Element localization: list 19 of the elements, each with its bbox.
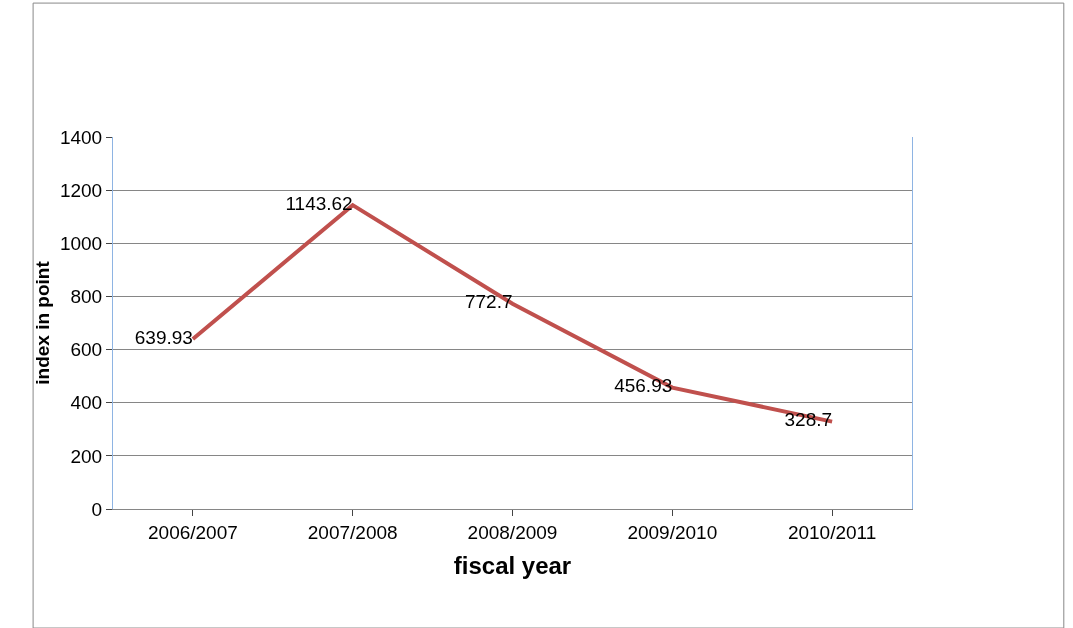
data-label: 1143.62 [285, 192, 353, 214]
y-tick-label: 600 [70, 339, 103, 361]
x-axis-title: fiscal year [453, 552, 572, 580]
y-tick-label: 1400 [59, 126, 103, 148]
data-label: 772.7 [464, 291, 513, 313]
x-tick-label: 2009/2010 [627, 521, 718, 543]
y-tick-label: 400 [70, 392, 103, 414]
x-tick-label: 2008/2009 [467, 521, 558, 543]
y-tick-label: 800 [70, 286, 103, 308]
y-tick-label: 200 [70, 445, 103, 467]
y-axis-title: index in point [31, 260, 53, 385]
x-tick-label: 2007/2008 [307, 521, 398, 543]
y-tick-label: 1000 [59, 232, 103, 254]
y-tick-label: 0 [91, 498, 103, 520]
y-tick-label: 1200 [59, 179, 103, 201]
x-tick-label: 2006/2007 [147, 521, 238, 543]
data-label: 639.93 [134, 326, 193, 348]
x-tick-label: 2010/2011 [787, 521, 877, 543]
data-label: 456.93 [614, 375, 673, 397]
